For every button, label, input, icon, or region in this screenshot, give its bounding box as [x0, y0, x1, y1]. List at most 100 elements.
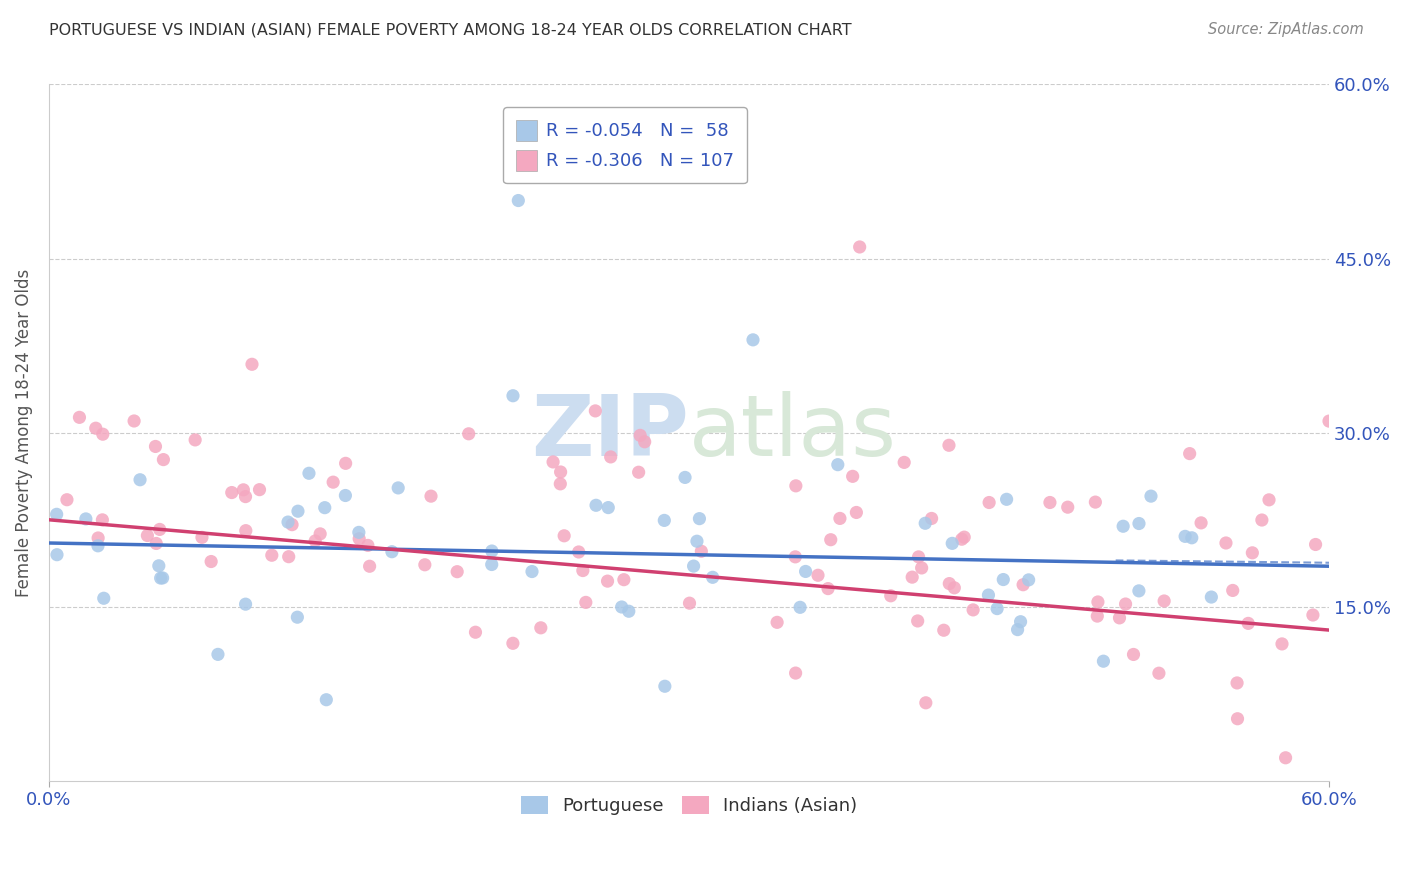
- Point: [1178, 447, 1201, 461]
- Point: [93, 591, 115, 606]
- Point: [481, 558, 503, 572]
- Point: [1271, 637, 1294, 651]
- Text: atlas: atlas: [689, 392, 897, 475]
- Point: [654, 679, 676, 693]
- Point: [413, 558, 436, 572]
- Point: [1039, 495, 1062, 509]
- Point: [807, 568, 830, 582]
- Point: [145, 440, 167, 454]
- Point: [817, 582, 839, 596]
- Point: [599, 450, 621, 464]
- Point: [1092, 654, 1115, 668]
- Point: [907, 614, 929, 628]
- Point: [1153, 594, 1175, 608]
- Text: ZIP: ZIP: [531, 392, 689, 475]
- Point: [553, 529, 575, 543]
- Text: PORTUGUESE VS INDIAN (ASIAN) FEMALE POVERTY AMONG 18-24 YEAR OLDS CORRELATION CH: PORTUGUESE VS INDIAN (ASIAN) FEMALE POVE…: [49, 22, 852, 37]
- Point: [678, 596, 700, 610]
- Point: [848, 240, 870, 254]
- Point: [688, 511, 710, 525]
- Point: [914, 516, 936, 531]
- Point: [46, 548, 69, 562]
- Point: [575, 595, 598, 609]
- Point: [993, 573, 1015, 587]
- Point: [1140, 489, 1163, 503]
- Point: [335, 456, 357, 470]
- Point: [962, 603, 984, 617]
- Point: [1274, 751, 1296, 765]
- Point: [446, 565, 468, 579]
- Point: [820, 533, 842, 547]
- Point: [1226, 676, 1249, 690]
- Point: [285, 610, 308, 624]
- Point: [583, 404, 606, 418]
- Point: [481, 544, 503, 558]
- Point: [277, 549, 299, 564]
- Point: [1250, 513, 1272, 527]
- Point: [221, 485, 243, 500]
- Point: [84, 421, 107, 435]
- Point: [152, 571, 174, 585]
- Point: [287, 504, 309, 518]
- Point: [1241, 546, 1264, 560]
- Point: [907, 549, 929, 564]
- Point: [232, 483, 254, 497]
- Point: [1181, 531, 1204, 545]
- Point: [690, 544, 713, 558]
- Point: [122, 414, 145, 428]
- Point: [200, 555, 222, 569]
- Point: [240, 357, 263, 371]
- Point: [682, 559, 704, 574]
- Point: [1222, 583, 1244, 598]
- Point: [1128, 583, 1150, 598]
- Point: [1201, 590, 1223, 604]
- Point: [508, 194, 530, 208]
- Point: [979, 495, 1001, 509]
- Point: [235, 597, 257, 611]
- Point: [627, 465, 650, 479]
- Point: [914, 696, 936, 710]
- Point: [1010, 615, 1032, 629]
- Point: [322, 475, 344, 490]
- Point: [91, 427, 114, 442]
- Point: [502, 636, 524, 650]
- Point: [420, 489, 443, 503]
- Point: [1122, 648, 1144, 662]
- Point: [950, 533, 973, 547]
- Point: [1112, 519, 1135, 533]
- Point: [568, 545, 591, 559]
- Point: [381, 545, 404, 559]
- Point: [1258, 492, 1281, 507]
- Point: [149, 571, 172, 585]
- Point: [995, 492, 1018, 507]
- Point: [1087, 595, 1109, 609]
- Point: [347, 532, 370, 546]
- Point: [828, 511, 851, 525]
- Point: [921, 511, 943, 525]
- Point: [56, 492, 79, 507]
- Point: [628, 428, 651, 442]
- Point: [129, 473, 152, 487]
- Point: [315, 692, 337, 706]
- Point: [1147, 666, 1170, 681]
- Point: [387, 481, 409, 495]
- Point: [1108, 611, 1130, 625]
- Point: [191, 530, 214, 544]
- Point: [742, 333, 765, 347]
- Point: [45, 508, 67, 522]
- Point: [932, 624, 955, 638]
- Point: [1056, 500, 1078, 515]
- Point: [941, 536, 963, 550]
- Point: [298, 467, 321, 481]
- Point: [87, 531, 110, 545]
- Point: [1174, 529, 1197, 543]
- Point: [1215, 536, 1237, 550]
- Point: [596, 574, 619, 588]
- Point: [785, 666, 807, 681]
- Point: [502, 389, 524, 403]
- Point: [953, 530, 976, 544]
- Point: [598, 500, 620, 515]
- Point: [1317, 414, 1340, 428]
- Point: [152, 452, 174, 467]
- Point: [520, 565, 543, 579]
